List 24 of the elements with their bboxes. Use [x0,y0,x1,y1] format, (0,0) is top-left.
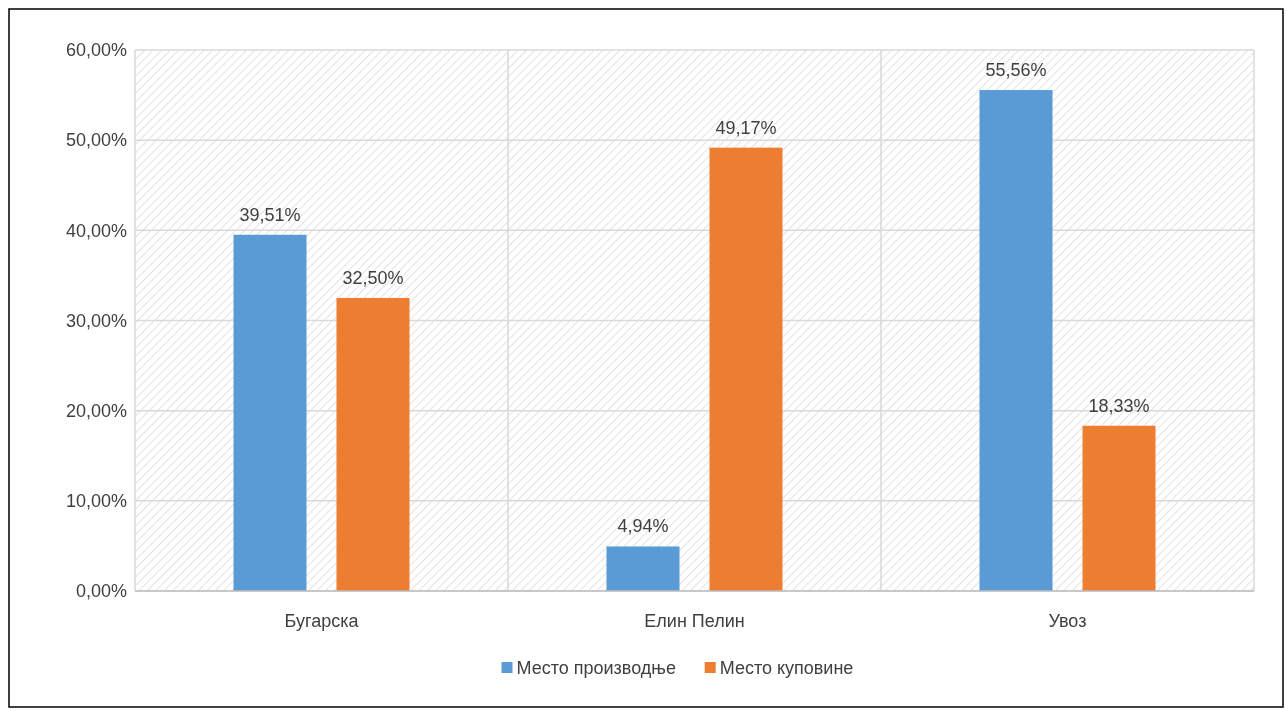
bar [1082,425,1156,591]
y-tick-label: 40,00% [65,220,127,241]
x-tick-label: Елин Пелин [644,611,745,631]
y-tick-label: 0,00% [75,581,127,602]
y-tick-label: 30,00% [65,310,127,331]
data-label: 4,94% [617,516,669,537]
data-label: 55,56% [985,60,1047,81]
bar [233,234,307,591]
data-label: 32,50% [342,267,404,288]
bar [979,90,1053,591]
data-label: 39,51% [239,204,301,225]
y-tick-label: 50,00% [65,130,127,151]
y-tick-label: 10,00% [65,491,127,512]
data-label: 49,17% [715,117,777,138]
x-tick-label: Бугарска [284,611,360,631]
legend-label: Место производње [516,658,676,679]
y-tick-label: 20,00% [65,400,127,421]
y-tick-label: 60,00% [65,40,127,61]
x-tick-label: Увоз [1048,611,1087,631]
bar [709,147,783,591]
bar [606,546,680,591]
bar [336,297,410,591]
data-label: 18,33% [1088,395,1150,416]
legend-label: Место куповине [719,658,854,679]
